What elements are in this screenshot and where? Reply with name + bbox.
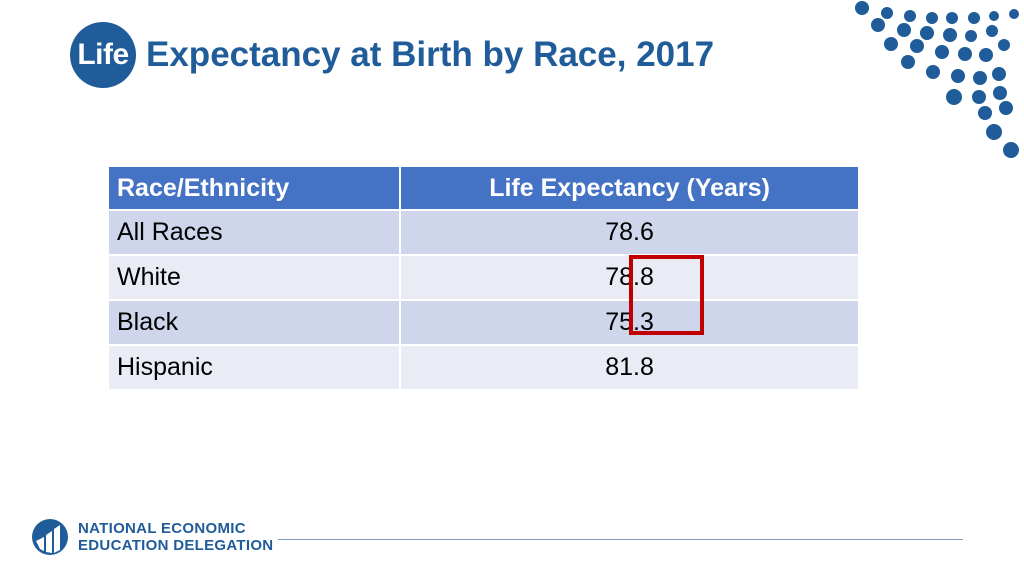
value-cell: 78.6 — [399, 210, 858, 256]
highlight-box — [629, 255, 704, 335]
org-name-line2: EDUCATION DELEGATION — [78, 537, 274, 554]
table-row: Black 75.3 — [109, 300, 858, 346]
race-cell: All Races — [109, 210, 401, 256]
footer-divider — [278, 539, 963, 540]
life-expectancy-table: Race/Ethnicity Life Expectancy (Years) A… — [109, 167, 858, 391]
footer-logo: NATIONAL ECONOMIC EDUCATION DELEGATION — [30, 517, 273, 557]
org-name-line1: NATIONAL ECONOMIC — [78, 520, 246, 537]
slide-title: Life Expectancy at Birth by Race, 2017 — [70, 22, 714, 88]
header-race: Race/Ethnicity — [109, 167, 401, 211]
header-life-expectancy: Life Expectancy (Years) — [399, 167, 858, 211]
table-header-row: Race/Ethnicity Life Expectancy (Years) — [109, 167, 858, 211]
title-circle-badge: Life — [70, 22, 136, 88]
race-cell: Black — [109, 300, 401, 346]
title-text: Expectancy at Birth by Race, 2017 — [146, 35, 715, 74]
globe-logo-icon — [32, 519, 68, 555]
race-cell: Hispanic — [109, 345, 401, 391]
value-cell: 81.8 — [399, 345, 858, 391]
race-cell: White — [109, 255, 401, 301]
table-row: All Races 78.6 — [109, 210, 858, 256]
table-row: Hispanic 81.8 — [109, 345, 858, 391]
table-row: White 78.8 — [109, 255, 858, 301]
decorative-dots — [855, 1, 1019, 158]
org-name: NATIONAL ECONOMIC EDUCATION DELEGATION — [78, 520, 273, 554]
